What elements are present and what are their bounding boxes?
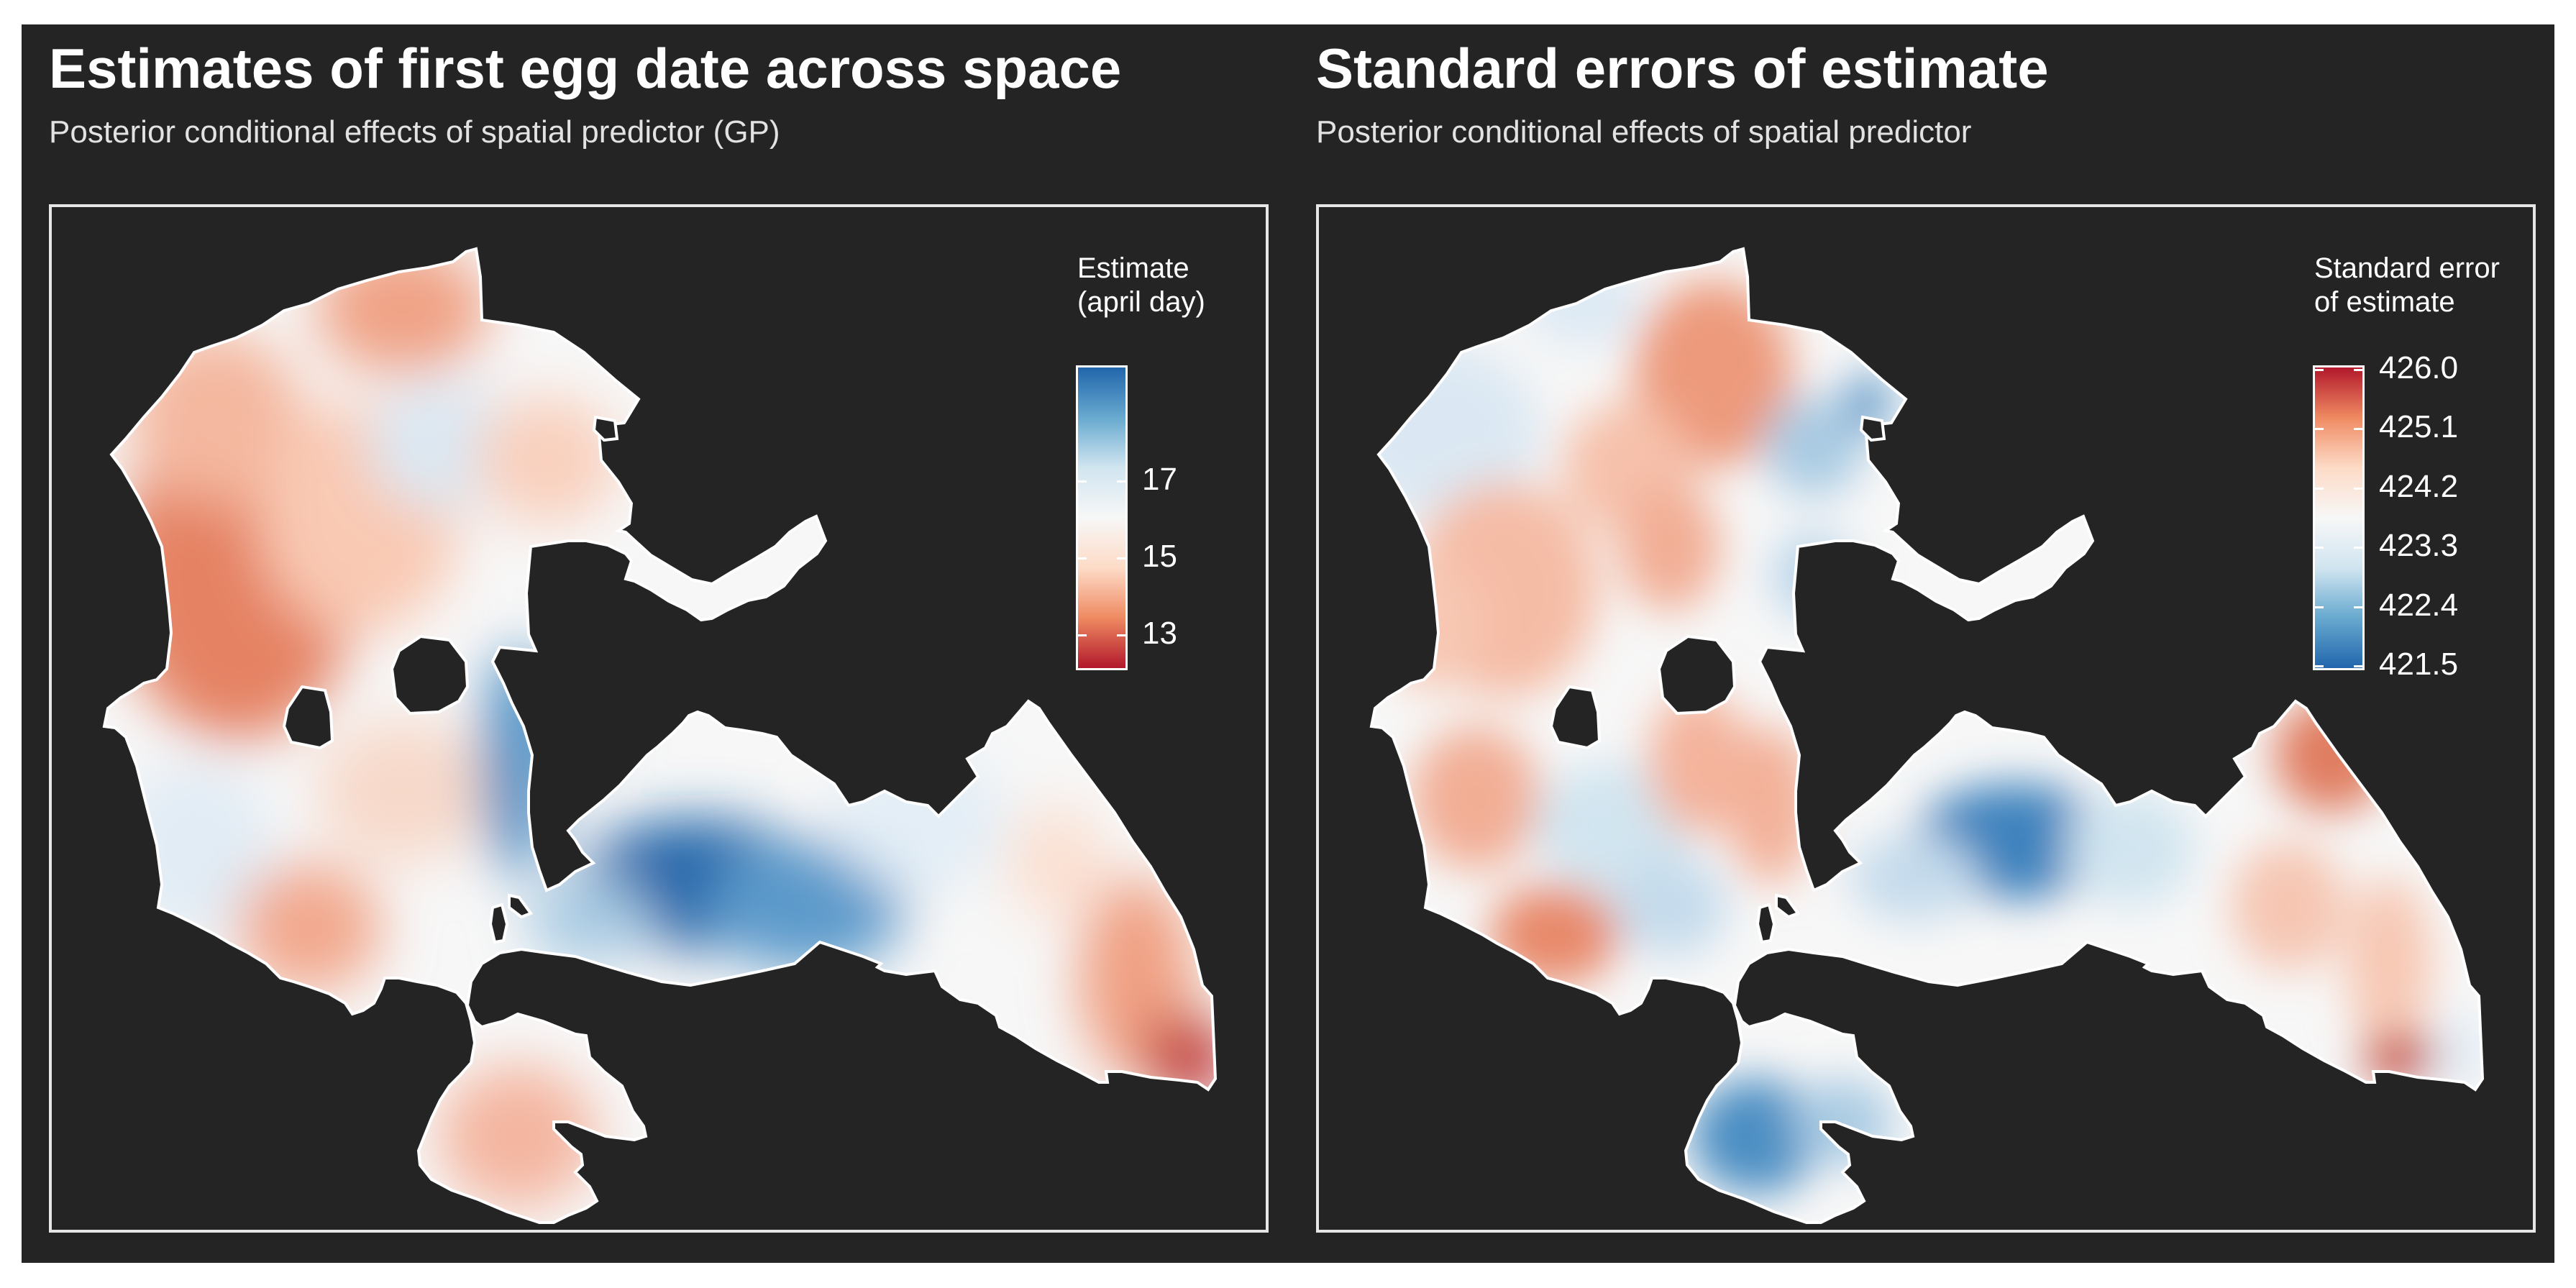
left-colorbar-tick-mark: [1117, 634, 1125, 637]
left-colorbar-tick-label: 15: [1142, 539, 1177, 575]
right-colorbar-tick-mark: [2315, 487, 2324, 490]
right-colorbar-tick-mark: [2354, 369, 2362, 371]
right-colorbar-tick-mark: [2315, 428, 2324, 431]
right-colorbar-tick-label: 424.2: [2379, 468, 2459, 504]
right-colorbar-tick-label: 423.3: [2379, 528, 2459, 564]
left-colorbar-tick-mark: [1117, 480, 1125, 483]
left-title: Estimates of first egg date across space: [49, 37, 1122, 100]
right-legend-title-line-2: of estimate: [2314, 286, 2455, 318]
right-colorbar-tick-mark: [2354, 547, 2362, 549]
left-legend-title-line-1: Estimate: [1077, 252, 1189, 284]
right-colorbar-tick-label: 422.4: [2379, 587, 2459, 623]
left-colorbar-tick-mark: [1078, 557, 1087, 560]
right-colorbar-tick-mark: [2354, 428, 2362, 431]
left-estimate-map: [103, 247, 1217, 1224]
right-colorbar-tick-mark: [2354, 487, 2362, 490]
left-colorbar-tick-mark: [1078, 480, 1087, 483]
right-map-panel: [1316, 204, 2536, 1233]
right-colorbar-tick-label: 426.0: [2379, 350, 2459, 385]
right-legend-title: Standard error of estimate: [2314, 252, 2500, 319]
left-colorbar-tick-mark: [1117, 557, 1125, 560]
right-legend-title-line-1: Standard error: [2314, 252, 2500, 284]
right-colorbar: [2313, 365, 2365, 670]
left-colorbar-tick-label: 13: [1142, 616, 1177, 652]
right-colorbar-tick-label: 425.1: [2379, 409, 2459, 445]
right-standard-error-map: [1370, 247, 2484, 1224]
right-colorbar-tick-mark: [2315, 665, 2324, 667]
left-subtitle: Posterior conditional effects of spatial…: [49, 114, 780, 150]
right-colorbar-tick-mark: [2354, 665, 2362, 667]
right-subtitle: Posterior conditional effects of spatial…: [1316, 114, 1972, 150]
left-map-panel: [49, 204, 1269, 1233]
right-colorbar-tick-mark: [2315, 369, 2324, 371]
right-colorbar-tick-mark: [2354, 606, 2362, 608]
left-legend-title-line-2: (april day): [1077, 286, 1205, 318]
right-colorbar-tick-mark: [2315, 547, 2324, 549]
right-colorbar-tick-mark: [2315, 606, 2324, 608]
left-colorbar-tick-mark: [1078, 634, 1087, 637]
right-colorbar-tick-label: 421.5: [2379, 647, 2459, 682]
left-colorbar-tick-label: 17: [1142, 462, 1177, 498]
right-title: Standard errors of estimate: [1316, 37, 2049, 100]
left-colorbar: [1076, 365, 1128, 670]
left-legend-title: Estimate (april day): [1077, 252, 1205, 319]
